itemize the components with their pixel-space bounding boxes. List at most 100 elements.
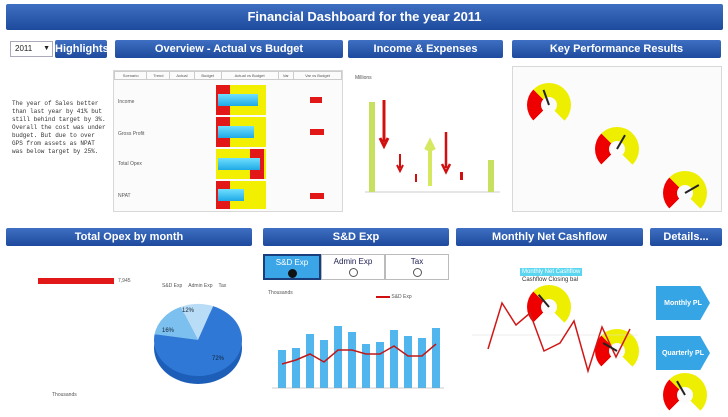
monthly-pl-button[interactable]: Monthly PL [656,286,710,320]
chevron-down-icon[interactable]: ▼ [43,45,50,52]
kpi-gauge [595,329,639,373]
income-arrow [424,137,436,186]
legend-item: Admin Exp [188,283,213,289]
expense-bar [460,172,463,180]
pie-label: 12% [182,308,195,314]
pie-slice [154,306,242,376]
kpi-header: Key Performance Results [512,40,721,58]
radio-button[interactable] [348,268,358,277]
income-bar [369,102,375,192]
sd-bar [320,340,328,388]
variance-bar [310,193,324,199]
quarterly-pl-button[interactable]: Quarterly PL [656,336,710,370]
tab-label: Admin Exp [333,257,373,266]
overview-table: Scenario Trend Actual Budget Actual vs B… [113,71,342,80]
col-header: Actual [169,71,195,80]
col-header: Trend [146,71,171,80]
expense-arrow [396,154,404,174]
pie-label: 72% [212,356,225,362]
row-label: Gross Profit [118,131,145,137]
radio-button[interactable] [412,268,422,277]
sd-bar [432,328,440,388]
opex-xlabel: Thousands [52,392,77,398]
highlights-header: Highlights [55,40,109,58]
sd-bar [362,344,370,388]
bullet-bar [216,85,266,115]
row-label: NPAT [118,193,131,199]
legend-item: Tax [218,283,227,289]
expense-arrow [378,100,390,150]
radio-button[interactable] [287,269,297,278]
kpi-gauge [595,127,639,171]
tab-label: S&D Exp [275,258,309,267]
sd-trend-line [281,343,437,365]
cashflow-line [487,301,631,374]
pie-label: 16% [162,328,175,334]
kpi-panel [512,66,722,417]
income-chart [365,100,500,193]
overview-rows: Income Gross Profit Total Opex NPAT [114,81,342,211]
legend-swatch [376,295,390,298]
overview-panel: Scenario Trend Actual Budget Actual vs B… [113,70,343,212]
sd-bar [334,326,342,388]
sd-bar [418,338,426,388]
legend-item-selected[interactable]: Monthly Net Cashflow [520,268,583,276]
opex-bar-value: 7,945 [118,278,131,284]
kpi-gauge [527,285,571,329]
cashflow-header: Monthly Net Cashflow [456,228,643,246]
cashflow-legend: Monthly Net Cashflow Cashflow Closing ba… [520,268,583,284]
legend-label: S&D Exp [391,294,412,300]
col-header: Budget [193,71,222,80]
opex-header: Total Opex by month [6,228,252,246]
bullet-bar [216,149,266,179]
income-ylabel: Millions [355,75,372,81]
opex-bar [38,278,114,284]
sd-bar [390,330,398,388]
kpi-gauge [663,373,707,417]
legend-item[interactable]: Cashflow Closing bal [522,277,579,283]
kpi-gauge [663,171,707,215]
cashflow-chart [472,301,638,374]
sd-bar [306,334,314,388]
year-value: 2011 [15,44,33,53]
variance-bar [310,129,324,135]
kpi-gauge [527,83,571,127]
col-header: Scenario [113,71,148,80]
expense-arrow [440,132,452,175]
col-header: Var [277,71,295,80]
bullet-bar [216,181,266,209]
pie-slice [180,304,214,340]
table-header-row: Scenario Trend Actual Budget Actual vs B… [113,71,342,80]
legend-item: S&D Exp [162,283,183,289]
dashboard-title: Financial Dashboard for the year 2011 [6,4,723,30]
overview-header: Overview - Actual vs Budget [115,40,343,58]
sd-bar [292,348,300,388]
row-label: Total Opex [118,161,142,167]
income-header: Income & Expenses [348,40,503,58]
row-label: Income [118,99,135,105]
details-header: Details... [650,228,722,246]
sd-bar [348,332,356,388]
sd-header: S&D Exp [263,228,449,246]
tab-admin-exp[interactable]: Admin Exp [321,254,385,280]
opex-pie [154,304,242,384]
bullet-bar [216,117,266,147]
opex-legend: S&D Exp Admin Exp Tax [162,283,226,289]
sd-legend: S&D Exp [376,294,412,300]
sd-tabs: S&D Exp Admin Exp Tax [263,254,449,280]
sd-bar [376,342,384,388]
pie-slice [154,306,198,340]
income-bar [488,160,494,192]
sd-bar [404,336,412,388]
highlights-text: The year of Sales better than last year … [12,100,106,155]
tab-label: Tax [410,257,424,266]
col-header: Var vs Budget [293,71,342,80]
variance-bar [310,97,322,103]
sd-bar [278,350,286,388]
sd-ylabel: Thousands [268,290,293,296]
tab-tax[interactable]: Tax [385,254,449,280]
tab-sd-exp[interactable]: S&D Exp [263,254,321,280]
col-header: Actual vs Budget [220,71,279,80]
sd-chart [272,326,444,389]
year-dropdown[interactable]: 2011 ▼ [10,41,53,57]
